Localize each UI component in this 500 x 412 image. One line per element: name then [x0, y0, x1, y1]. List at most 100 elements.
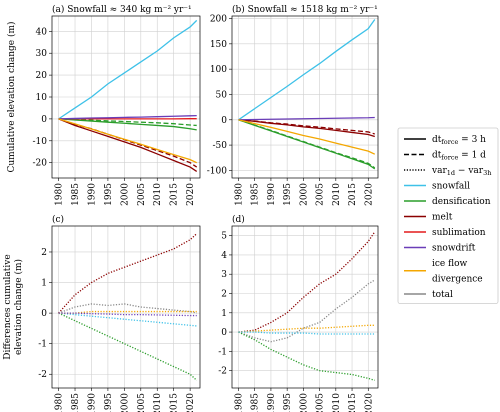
- x-tick-label: 2010: [153, 183, 163, 206]
- x-tick-label: 1990: [267, 393, 277, 412]
- x-tick-label: 1995: [104, 183, 114, 206]
- plot-frame: [51, 225, 201, 389]
- legend-label: total: [432, 290, 453, 300]
- x-tick-label: 1985: [71, 183, 81, 206]
- legend-frame: [397, 127, 499, 304]
- y-tick-label: 40: [36, 27, 48, 37]
- x-tick-label: 1990: [87, 183, 97, 206]
- series-line: [238, 231, 376, 333]
- legend-label-part: densification: [432, 197, 491, 207]
- series-line: [238, 19, 376, 121]
- y-tick-label: 0: [41, 309, 47, 319]
- panel-title: (d): [232, 214, 245, 225]
- x-tick-label: 2015: [348, 183, 358, 206]
- y-tick-label: -100: [207, 166, 227, 176]
- y-tick-label: -50: [213, 141, 228, 151]
- y-tick-label: -10: [33, 137, 48, 147]
- legend-label: ice flow: [432, 259, 468, 269]
- x-tick-label: 1985: [251, 393, 261, 412]
- legend-label: sublimation: [432, 228, 486, 238]
- y-tick-label: -20: [33, 159, 48, 169]
- y-tick-label: -2: [218, 367, 227, 377]
- series-line: [238, 119, 376, 155]
- legend-label-part: snowfall: [432, 182, 470, 192]
- x-tick-label: 1980: [234, 393, 244, 412]
- y-tick-label: 0: [221, 328, 227, 338]
- series-line: [58, 114, 197, 120]
- y-tick-label: -1: [218, 347, 227, 357]
- legend-label: melt: [432, 213, 453, 223]
- legend-label-part: var: [431, 166, 447, 176]
- legend-label-part: total: [432, 290, 453, 300]
- y-tick-label: 10: [36, 93, 48, 103]
- series-line: [238, 331, 375, 381]
- legend-label: snowdrift: [432, 244, 476, 254]
- x-tick-label: 1995: [283, 183, 293, 206]
- y-axis-label: elevation change (m): [13, 259, 24, 355]
- series-line: [58, 118, 197, 164]
- series-line: [238, 119, 375, 138]
- legend-label-part: force: [441, 154, 458, 162]
- y-tick-label: -1: [38, 340, 47, 350]
- legend-label-part: melt: [432, 213, 453, 223]
- plot-frame: [231, 225, 379, 389]
- series-line: [58, 312, 197, 317]
- y-tick-label: 100: [210, 65, 227, 75]
- series-line: [58, 233, 198, 314]
- legend-label-part: sublimation: [432, 228, 486, 238]
- x-tick-label: 2005: [316, 393, 326, 412]
- plot-frame: [51, 15, 201, 179]
- series-line: [58, 312, 197, 327]
- legend-label-part: dt: [432, 151, 442, 161]
- x-tick-label: 2010: [332, 393, 342, 412]
- x-tick-label: 1990: [87, 393, 97, 412]
- series-line: [238, 331, 375, 335]
- y-tick-label: 20: [36, 71, 48, 81]
- x-tick-label: 2000: [120, 393, 130, 412]
- x-tick-label: 2005: [137, 393, 147, 412]
- x-tick-label: 2020: [186, 393, 196, 412]
- y-tick-label: 200: [210, 15, 227, 25]
- legend-label-part: = 3 h: [458, 135, 486, 145]
- y-tick-label: 0: [221, 116, 227, 126]
- legend-label-part: 3h: [483, 169, 491, 177]
- series-line: [58, 19, 198, 120]
- x-tick-label: 2000: [120, 183, 130, 206]
- x-tick-label: 2000: [299, 393, 309, 412]
- x-tick-label: 1980: [234, 183, 244, 206]
- series-line: [238, 116, 375, 121]
- y-axis-label: Cumulative elevation change (m): [6, 21, 17, 172]
- y-tick-label: 1: [221, 309, 227, 319]
- panel-title: (c): [52, 214, 64, 225]
- legend-label: snowfall: [432, 182, 470, 192]
- series-line: [58, 118, 198, 172]
- y-tick-label: 2: [221, 290, 227, 300]
- x-tick-label: 1985: [71, 393, 81, 412]
- x-tick-label: 1990: [267, 183, 277, 206]
- x-tick-label: 2020: [364, 393, 374, 412]
- series-line: [58, 312, 198, 381]
- panel-title: (b) Snowfall ≈ 1518 kg m⁻² yr⁻¹: [232, 4, 378, 15]
- legend-label-part: 1d: [447, 169, 455, 177]
- y-tick-label: 150: [210, 40, 227, 50]
- legend-label: divergence: [432, 275, 483, 285]
- x-tick-label: 2005: [137, 183, 147, 206]
- y-tick-label: 4: [221, 251, 227, 261]
- y-tick-label: 50: [216, 90, 228, 100]
- panel-title: (a) Snowfall ≈ 340 kg m⁻² yr⁻¹: [52, 4, 192, 15]
- y-tick-label: 2: [41, 248, 47, 258]
- y-tick-label: 3: [221, 270, 227, 280]
- series-line: [238, 119, 376, 169]
- y-tick-label: 30: [36, 49, 48, 59]
- legend-label: var1d − var3h: [431, 166, 491, 177]
- x-tick-label: 2020: [186, 183, 196, 206]
- x-tick-label: 2000: [299, 183, 309, 206]
- plot-frame: [231, 15, 379, 179]
- series-line: [58, 118, 197, 127]
- x-tick-label: 1980: [55, 183, 65, 206]
- x-tick-label: 2020: [364, 183, 374, 206]
- legend-label-part: = 1 d: [458, 151, 486, 161]
- series-line: [238, 324, 375, 333]
- legend-label-part: snowdrift: [432, 244, 476, 254]
